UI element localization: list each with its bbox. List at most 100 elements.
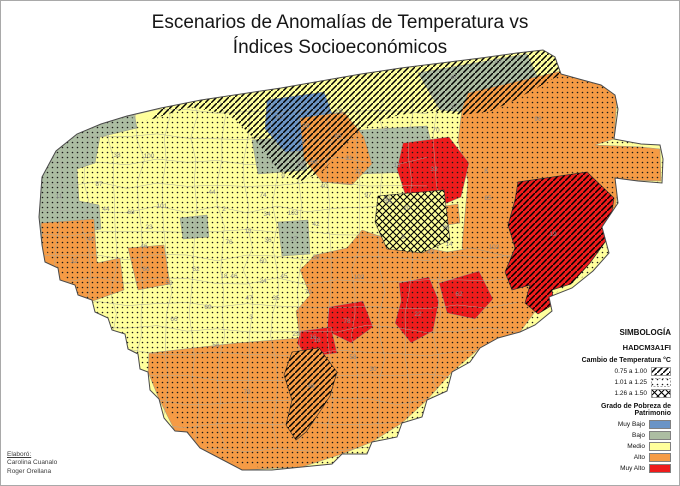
municipality-number: 66 xyxy=(142,266,150,273)
municipality-number: 29 xyxy=(335,108,343,115)
municipality-number: 103 xyxy=(288,210,299,217)
legend-temp-section-title: Cambio de Temperatura °C xyxy=(581,357,671,364)
state-boundary xyxy=(38,49,664,471)
municipality-number: 20 xyxy=(403,205,411,212)
legend-temp-rows: 0.75 a 1.00 1.01 a 1.25 1.26 a 1.50 xyxy=(575,367,671,398)
overlay-hatch-region-19 xyxy=(505,172,614,314)
municipality-number: 77 xyxy=(354,169,362,176)
municipality-number: 78 xyxy=(343,318,351,325)
legend-temp-label: 0.75 a 1.00 xyxy=(614,368,647,375)
municipality-number: 3 xyxy=(249,314,253,321)
municipality-number: 102 xyxy=(489,244,500,251)
municipality-number: 57 xyxy=(450,103,458,110)
municipality-number: 79 xyxy=(243,389,251,396)
municipality-number: 103 xyxy=(354,274,365,281)
credits-name1: Carolina Cuanalo xyxy=(7,459,58,467)
dots-swatch-icon xyxy=(651,378,671,387)
municipality-number: 40 xyxy=(320,183,328,190)
municipality-number: 13 xyxy=(393,162,401,169)
overlay-crosshatch-1-26-1-50 xyxy=(375,190,450,253)
municipality-number: 62 xyxy=(455,291,463,298)
municipality-number: 44 xyxy=(208,189,216,196)
municipality-number: 48 xyxy=(307,383,315,390)
municipality-number: 60 xyxy=(259,258,267,265)
municipality-number: 97 xyxy=(364,192,372,199)
municipality-number: 30 xyxy=(369,366,377,373)
legend-temp-item: 1.26 a 1.50 xyxy=(575,389,671,398)
municipality-number: 9 xyxy=(401,234,405,241)
municipality-number: 47 xyxy=(245,295,253,302)
municipality-number: 69 xyxy=(204,304,212,311)
municipality-number: 5 xyxy=(384,126,388,133)
municipality-number: 96 xyxy=(442,224,450,231)
municipality-number: 2 xyxy=(222,206,226,213)
municipality-number: 63 xyxy=(127,209,135,216)
legend-poverty-section-title: Grado de Pobreza de Patrimonio xyxy=(600,403,671,417)
municipality-number: 29 xyxy=(292,331,300,338)
municipality-number: 46 xyxy=(230,273,238,280)
municipality-number: 8 xyxy=(484,168,488,175)
municipality-number: 3 xyxy=(301,139,305,146)
municipality-number: 100 xyxy=(144,153,155,160)
page-title-line2: Índices Socioeconómicos xyxy=(232,36,448,58)
municipality-number: 18 xyxy=(220,273,228,280)
color-swatch-icon xyxy=(649,420,671,429)
municipality-number: 53 xyxy=(165,280,173,287)
municipality-number: 59 xyxy=(302,123,310,130)
legend: SIMBOLOGÍA HADCM3A1FI Cambio de Temperat… xyxy=(575,328,671,475)
legend-poverty-item: Bajo xyxy=(575,431,671,440)
municipality-number: 11 xyxy=(56,193,63,200)
municipality-number: 96 xyxy=(534,116,542,123)
municipality-number: 18 xyxy=(313,337,321,344)
municipality-number: 43 xyxy=(427,249,435,256)
municipality-number: 34 xyxy=(263,211,271,218)
municipality-number: 56 xyxy=(212,342,220,349)
legend-temp-label: 1.26 a 1.50 xyxy=(614,390,647,397)
municipality-number: 35 xyxy=(449,74,457,81)
credits-name2: Roger Orellana xyxy=(7,468,52,476)
municipality-number: 19 xyxy=(549,231,557,238)
overlay-dots-1-01-1-25 xyxy=(39,74,663,470)
legend-poverty-item: Muy Alto xyxy=(575,464,671,473)
municipality-number: 65 xyxy=(334,133,342,140)
municipality-number: 74 xyxy=(259,192,267,199)
color-swatch-icon xyxy=(649,453,671,462)
legend-poverty-item: Alto xyxy=(575,453,671,462)
municipality-number: 46 xyxy=(140,243,148,250)
legend-poverty-label: Alto xyxy=(633,454,645,461)
municipality-number: 35 xyxy=(272,295,280,302)
municipality-number: 33 xyxy=(430,166,438,173)
legend-temp-item: 1.01 a 1.25 xyxy=(575,378,671,387)
municipality-number: 44 xyxy=(102,206,110,213)
municipality-number: 37 xyxy=(290,236,298,243)
legend-poverty-label: Muy Bajo xyxy=(617,421,645,428)
page-title: Escenarios de Anomalías de Temperatura v… xyxy=(1,11,679,60)
municipality-number: 95 xyxy=(385,199,393,206)
municipality-number: 87 xyxy=(95,181,103,188)
credits: Elaboró: Carolina Cuanalo Roger Orellana xyxy=(7,451,57,477)
legend-temp-label: 1.01 a 1.25 xyxy=(614,379,647,386)
municipality-number: 24 xyxy=(259,278,267,285)
municipality-number: 36 xyxy=(264,237,272,244)
legend-poverty-item: Muy Bajo xyxy=(575,420,671,429)
color-swatch-icon xyxy=(649,464,671,473)
municipality-number: 9 xyxy=(281,173,285,180)
color-swatch-icon xyxy=(649,431,671,440)
municipality-number: 23 xyxy=(145,224,153,231)
diagonal-hatch-swatch-icon xyxy=(651,367,671,376)
municipality-number: 89 xyxy=(383,196,391,203)
crosshatch-swatch-icon xyxy=(651,389,671,398)
municipality-number: 62 xyxy=(192,266,200,273)
municipality-number: 70 xyxy=(432,127,440,134)
municipality-number: 13 xyxy=(244,228,252,235)
municipality-number: 14 xyxy=(445,241,453,248)
municipality-number: 88 xyxy=(297,161,305,168)
municipality-number: 38 xyxy=(113,152,121,159)
legend-temp-item: 0.75 a 1.00 xyxy=(575,367,671,376)
legend-poverty-item: Medio xyxy=(575,442,671,451)
municipality-number: 101 xyxy=(157,203,168,210)
legend-poverty-label: Bajo xyxy=(631,432,645,439)
municipality-number: 76 xyxy=(225,239,233,246)
